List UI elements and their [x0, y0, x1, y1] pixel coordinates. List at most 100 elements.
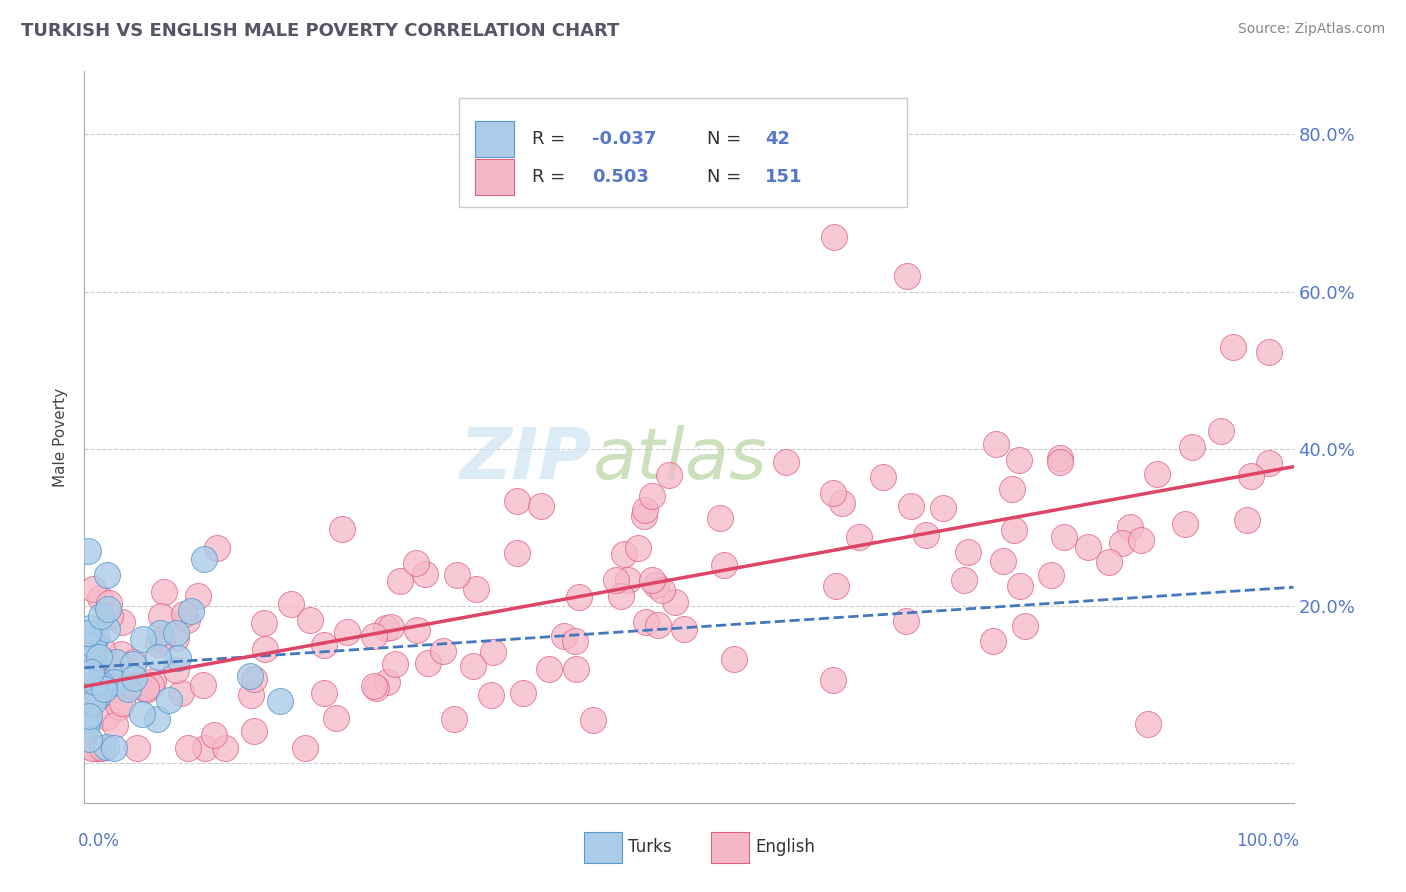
Point — [432, 644, 454, 658]
Text: Turks: Turks — [628, 838, 672, 855]
Point — [75, 720, 97, 734]
Text: N =: N = — [707, 130, 747, 148]
Point — [110, 647, 132, 661]
Point — [894, 614, 917, 628]
Point — [91, 678, 114, 692]
Point — [823, 229, 845, 244]
Point — [775, 455, 797, 469]
Point — [79, 621, 101, 635]
Text: -0.037: -0.037 — [592, 130, 657, 148]
Point — [617, 573, 640, 587]
Point — [205, 541, 228, 555]
Point — [93, 681, 115, 696]
Point — [243, 723, 266, 738]
Point — [91, 654, 114, 668]
Point — [1222, 340, 1244, 354]
Point — [481, 645, 503, 659]
Point — [605, 573, 627, 587]
Point — [366, 681, 388, 695]
Point — [170, 686, 193, 700]
Point — [610, 589, 633, 603]
Point — [416, 656, 439, 670]
Point — [84, 740, 107, 755]
Point — [253, 641, 276, 656]
Point — [299, 614, 322, 628]
Point — [240, 688, 263, 702]
Text: ZIP: ZIP — [460, 425, 592, 493]
Point — [984, 437, 1007, 451]
Point — [194, 740, 217, 755]
Point — [506, 493, 529, 508]
Point — [96, 655, 118, 669]
Text: atlas: atlas — [592, 425, 766, 493]
Point — [187, 590, 209, 604]
Point — [76, 643, 98, 657]
Point — [1040, 567, 1063, 582]
Point — [89, 671, 111, 685]
Point — [96, 739, 118, 754]
Point — [672, 622, 695, 636]
Point — [446, 568, 468, 582]
Point — [87, 740, 110, 755]
Point — [121, 679, 143, 693]
Point — [141, 678, 163, 692]
Point — [641, 573, 664, 587]
Point — [463, 659, 485, 673]
Text: 151: 151 — [765, 169, 803, 186]
Point — [1146, 467, 1168, 482]
Point — [87, 689, 110, 703]
Point — [651, 582, 673, 597]
Point — [173, 607, 195, 622]
Point — [165, 663, 187, 677]
Point — [464, 582, 486, 597]
Point — [664, 594, 686, 608]
Point — [83, 637, 105, 651]
Point — [77, 625, 100, 640]
Point — [176, 613, 198, 627]
Point — [165, 631, 187, 645]
Point — [89, 591, 111, 606]
Point — [90, 642, 112, 657]
Text: 42: 42 — [765, 130, 790, 148]
Point — [479, 688, 502, 702]
Point — [77, 544, 100, 558]
Point — [90, 740, 112, 755]
Point — [405, 624, 427, 638]
Point — [1052, 530, 1074, 544]
Point — [79, 648, 101, 663]
Point — [96, 567, 118, 582]
Point — [280, 597, 302, 611]
Point — [239, 669, 262, 683]
Point — [932, 501, 955, 516]
Text: 100.0%: 100.0% — [1236, 832, 1299, 850]
Point — [127, 740, 149, 755]
Point — [1049, 455, 1071, 469]
Point — [180, 604, 202, 618]
Point — [1174, 517, 1197, 532]
Point — [132, 632, 155, 646]
Point — [84, 674, 107, 689]
Point — [1129, 533, 1152, 548]
Point — [269, 694, 291, 708]
Point — [96, 710, 118, 724]
FancyBboxPatch shape — [710, 832, 749, 863]
Point — [582, 713, 605, 727]
Point — [1008, 453, 1031, 467]
Text: Source: ZipAtlas.com: Source: ZipAtlas.com — [1237, 22, 1385, 37]
Point — [149, 608, 172, 623]
Point — [823, 673, 845, 688]
Point — [363, 679, 385, 693]
Point — [122, 656, 145, 670]
Point — [165, 625, 187, 640]
Point — [1119, 520, 1142, 534]
Point — [253, 616, 276, 631]
Point — [77, 714, 100, 729]
Point — [104, 718, 127, 732]
Point — [389, 574, 412, 588]
Point — [214, 740, 236, 755]
Point — [146, 637, 169, 651]
Point — [150, 633, 173, 648]
Point — [380, 620, 402, 634]
Point — [1077, 541, 1099, 555]
Point — [97, 675, 120, 690]
